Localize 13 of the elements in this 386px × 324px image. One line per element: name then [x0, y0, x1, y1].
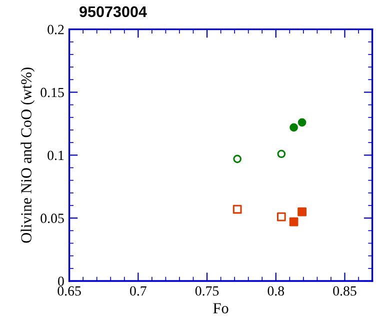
x-tick-label: 0.75	[195, 286, 219, 296]
y-tick-label: 0.15	[40, 88, 64, 98]
x-axis-title: Fo	[213, 303, 228, 314]
chart-title: 95073004	[80, 6, 147, 18]
y-tick-label: 0.1	[48, 150, 64, 160]
x-tick-label: 0.8	[268, 286, 284, 296]
y-axis-title: Olivine NiO and CoO (wt%)	[20, 68, 35, 243]
y-tick-label: 0.2	[48, 24, 64, 34]
y-tick-label: 0	[58, 276, 64, 286]
y-tick-label: 0.05	[40, 214, 64, 224]
x-tick-label: 0.7	[130, 286, 146, 296]
x-tick-label: 0.85	[333, 286, 356, 296]
x-tick-label: 0.65	[58, 286, 81, 296]
